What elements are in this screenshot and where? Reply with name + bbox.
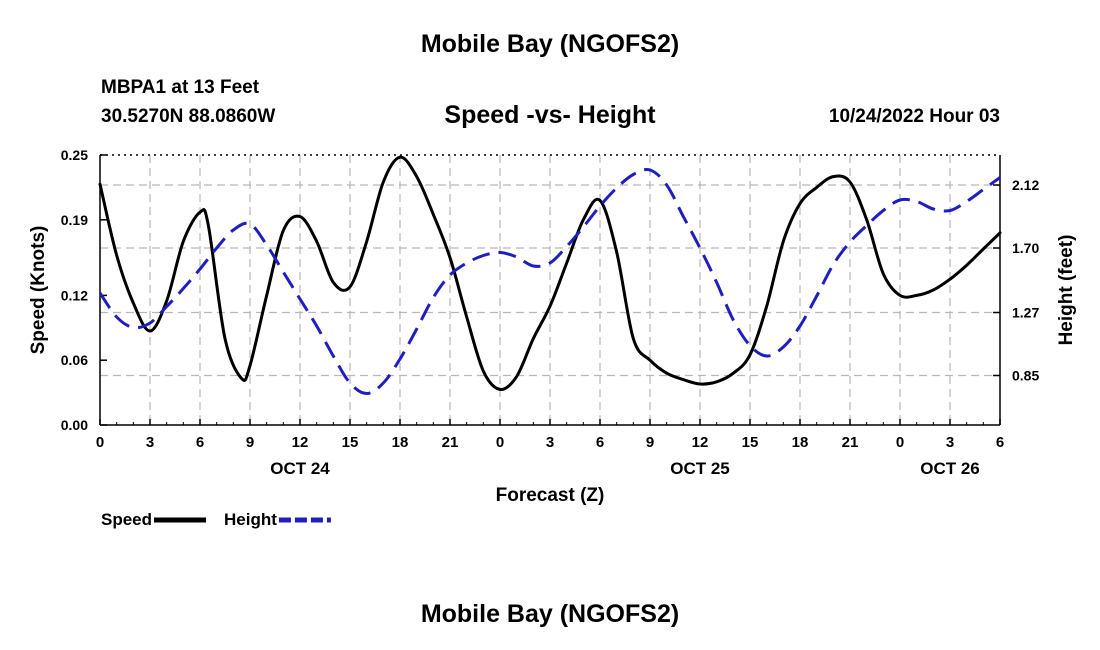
forecast-run-time: 10/24/2022 Hour 03 (828, 106, 1000, 127)
y-right-tick-label: 2.12 (1012, 177, 1039, 193)
x-tick-label: 0 (96, 434, 104, 451)
y-right-tick-label: 0.85 (1012, 368, 1039, 384)
y-left-tick-label: 0.19 (61, 212, 88, 228)
x-tick-label: 6 (996, 434, 1004, 451)
page-title: Mobile Bay (NGOFS2) (420, 30, 680, 58)
x-tick-label: 12 (292, 434, 309, 451)
axes (99, 154, 1001, 426)
series-line-speed (98, 155, 1002, 391)
series-line-height (98, 168, 1001, 395)
x-tick-label: 0 (496, 434, 504, 451)
footer-title: Mobile Bay (NGOFS2) (420, 600, 680, 628)
grid-lines (100, 155, 1000, 425)
station-name: MBPA1 at 13 Feet (101, 77, 260, 98)
x-tick-label: 3 (146, 434, 154, 451)
x-tick-label: 21 (442, 434, 459, 451)
axis-labels: 0 3 6 9 12 15 18 21 0 3 6 9 12 15 18 21 0 3 6 OCT 24 OCT 25 O… (28, 147, 1077, 506)
legend-label-height: Height (224, 510, 277, 529)
legend-label-speed: Speed (101, 510, 152, 529)
series-layer (98, 155, 1002, 395)
y-left-tick-label: 0.00 (61, 417, 88, 433)
y-left-tick-label: 0.25 (61, 147, 88, 163)
station-coordinates: 30.5270N 88.0860W (101, 106, 276, 127)
x-tick-label: 9 (646, 434, 654, 451)
date-label: OCT 25 (670, 459, 730, 478)
x-tick-label: 9 (246, 434, 254, 451)
y-right-tick-label: 1.27 (1012, 305, 1039, 321)
x-tick-label: 3 (546, 434, 554, 451)
x-axis-title: Forecast (Z) (496, 485, 605, 506)
x-tick-label: 6 (596, 434, 604, 451)
x-tick-label: 18 (792, 434, 809, 451)
date-label: OCT 24 (270, 459, 330, 478)
x-tick-label: 12 (692, 434, 709, 451)
date-label: OCT 26 (920, 459, 980, 478)
chart-title: Speed -vs- Height (444, 101, 656, 129)
x-tick-label: 21 (842, 434, 859, 451)
y-left-tick-label: 0.06 (61, 352, 88, 368)
x-tick-label: 18 (392, 434, 409, 451)
x-tick-label: 0 (896, 434, 904, 451)
legend: Speed Height (101, 510, 331, 529)
x-tick-label: 3 (946, 434, 954, 451)
y-right-axis-title: Height (feet) (1056, 235, 1077, 346)
y-left-axis-title: Speed (Knots) (28, 226, 49, 355)
y-left-tick-label: 0.12 (61, 287, 88, 303)
y-right-tick-label: 1.70 (1012, 240, 1039, 256)
x-tick-label: 6 (196, 434, 204, 451)
x-tick-label: 15 (742, 434, 759, 451)
x-tick-label: 15 (342, 434, 359, 451)
